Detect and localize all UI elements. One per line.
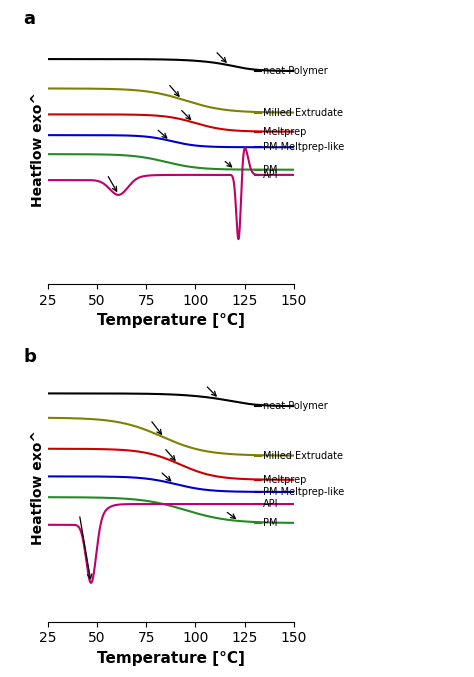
Text: neat Polymer: neat Polymer	[263, 66, 328, 76]
Text: b: b	[23, 348, 36, 366]
Text: neat Polymer: neat Polymer	[263, 401, 328, 411]
Text: PM Meltprep-like: PM Meltprep-like	[263, 142, 345, 152]
Text: API: API	[263, 170, 279, 180]
Text: a: a	[23, 10, 35, 28]
Y-axis label: Heatflow exo^: Heatflow exo^	[31, 430, 45, 545]
Text: Milled Extrudate: Milled Extrudate	[263, 450, 343, 460]
Text: PM: PM	[263, 165, 278, 175]
X-axis label: Temperature [°C]: Temperature [°C]	[97, 313, 245, 328]
Text: Meltprep: Meltprep	[263, 475, 307, 485]
Text: PM: PM	[263, 518, 278, 528]
Text: API: API	[263, 499, 279, 509]
Y-axis label: Heatflow exo^: Heatflow exo^	[31, 92, 45, 207]
Text: Milled Extrudate: Milled Extrudate	[263, 108, 343, 118]
Text: Meltprep: Meltprep	[263, 127, 307, 137]
Text: PM Meltprep-like: PM Meltprep-like	[263, 487, 345, 497]
X-axis label: Temperature [°C]: Temperature [°C]	[97, 651, 245, 666]
